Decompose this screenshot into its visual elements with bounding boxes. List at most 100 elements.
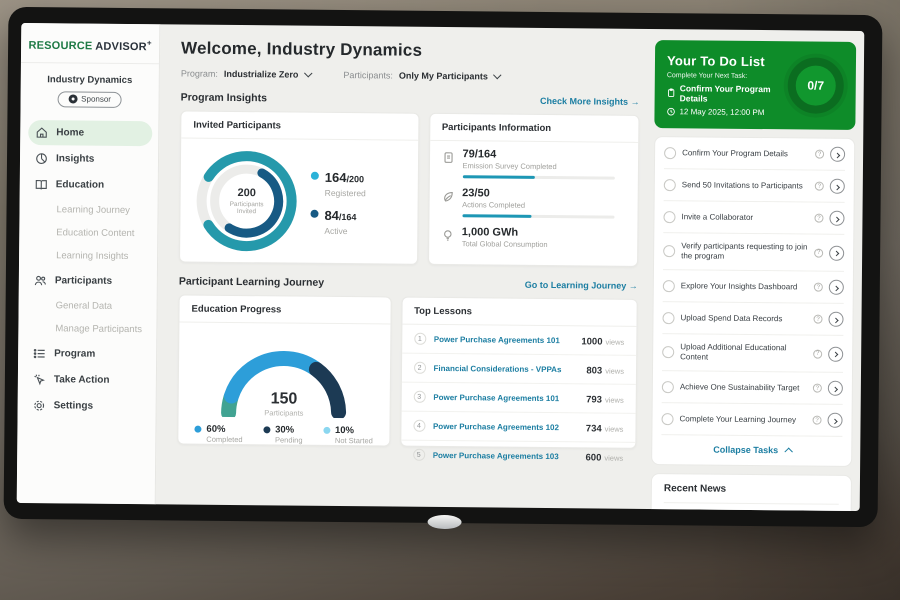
task-row-achieve-one-sustainability-target[interactable]: Achieve One Sustainability Target ? <box>661 371 844 405</box>
lesson-link[interactable]: Power Purchase Agreements 101 <box>433 334 560 345</box>
legend-item-completed: 60% Completed <box>194 423 243 444</box>
task-checkbox[interactable] <box>662 311 675 324</box>
lesson-link[interactable]: Power Purchase Agreements 102 <box>432 421 560 432</box>
sidebar-item-learning-insights[interactable]: Learning Insights <box>56 249 129 262</box>
stat-value: 1,000 GWh <box>461 226 519 239</box>
task-info-icon[interactable]: ? <box>814 248 824 258</box>
page-title: Welcome, Industry Dynamics <box>180 38 423 60</box>
filter-program: Program: Industrialize Zero <box>180 68 313 80</box>
todo-next-task: Confirm Your Program Details <box>679 82 771 104</box>
task-go-button[interactable] <box>828 279 844 295</box>
task-checkbox[interactable] <box>661 380 674 393</box>
task-row-confirm-your-program-details[interactable]: Confirm Your Program Details ? <box>663 137 846 171</box>
education-icon <box>35 178 48 191</box>
stat-total-global-consumption: 1,000 GWh Total Global Consumption <box>429 219 638 252</box>
dashboard-screen: RESOURCE ADVISOR+ Industry Dynamics Spon… <box>16 22 865 512</box>
task-go-button[interactable] <box>828 311 844 327</box>
filter-dropdown-only-my-participants[interactable]: Only My Participants <box>399 70 502 82</box>
task-info-icon[interactable]: ? <box>813 349 823 359</box>
task-row-send-50-invitations-to-participants[interactable]: Send 50 Invitations to Participants ? <box>663 169 845 203</box>
section-title-learning-journey: Participant Learning Journey <box>178 275 325 289</box>
sidebar-item-learning-journey[interactable]: Learning Journey <box>56 203 131 216</box>
todo-progress-value: 0/7 <box>807 78 825 93</box>
task-go-button[interactable] <box>829 178 845 194</box>
sidebar-item-manage-participants[interactable]: Manage Participants <box>55 322 143 335</box>
task-info-icon[interactable]: ? <box>815 149 825 159</box>
check-more-insights-link[interactable]: Check More Insights → <box>540 95 640 107</box>
collapse-tasks-link[interactable]: Collapse Tasks <box>661 435 842 466</box>
task-go-button[interactable] <box>829 210 845 226</box>
stats-list: 79/164 Emission Survey Completed 23/50 A… <box>429 141 639 252</box>
task-info-icon[interactable]: ? <box>812 415 822 425</box>
task-checkbox[interactable] <box>663 178 676 191</box>
task-row-complete-your-learning-journey[interactable]: Complete Your Learning Journey ? <box>661 403 843 437</box>
lesson-row: 2 Financial Considerations - VPPAs 803 vi… <box>401 353 637 385</box>
stat-progress-bar <box>461 214 615 219</box>
filter-dropdown-industrialize-zero[interactable]: Industrialize Zero <box>224 69 313 80</box>
sidebar-item-take-action[interactable]: Take Action <box>26 367 150 393</box>
sidebar-item-settings[interactable]: Settings <box>26 393 150 419</box>
chevron-right-icon <box>833 216 840 222</box>
sidebar-item-label: Insights <box>55 152 95 165</box>
task-checkbox[interactable] <box>662 279 675 292</box>
lesson-row: 5 Power Purchase Agreements 103 600 views <box>401 441 636 471</box>
lesson-link[interactable]: Financial Considerations - VPPAs <box>433 363 562 374</box>
legend-item-active: 84/164 Active <box>310 206 365 236</box>
task-info-icon[interactable]: ? <box>812 383 822 393</box>
task-info-icon[interactable]: ? <box>813 314 823 324</box>
task-row-upload-spend-data-records[interactable]: Upload Spend Data Records ? <box>662 302 844 336</box>
sidebar-item-program[interactable]: Program <box>26 341 150 367</box>
task-row-upload-additional-educational-content[interactable]: Upload Additional Educational Content ? <box>662 334 844 373</box>
task-checkbox[interactable] <box>662 346 675 359</box>
task-row-verify-participants-requesting-to-join-the-program[interactable]: Verify participants requesting to join t… <box>662 233 845 272</box>
todo-title: Your To Do List <box>666 52 765 69</box>
lesson-link[interactable]: Power Purchase Agreements 103 <box>432 450 559 461</box>
sidebar-item-participants[interactable]: Participants <box>27 268 151 294</box>
lesson-rank: 4 <box>412 419 426 432</box>
sidebar-item-general-data[interactable]: General Data <box>55 299 113 312</box>
task-go-button[interactable] <box>828 346 844 362</box>
program-icon <box>33 347 46 360</box>
lesson-views-value: 734 <box>585 423 602 435</box>
task-go-button[interactable] <box>829 245 845 261</box>
sponsor-badge[interactable]: Sponsor <box>57 90 122 108</box>
learning-cards-row: Education Progress 150 Participants 60% … <box>177 294 638 476</box>
legend-percent: 30% <box>275 424 295 436</box>
task-go-button[interactable] <box>827 380 843 396</box>
go-to-learning-journey-link[interactable]: Go to Learning Journey → <box>524 279 638 291</box>
task-label: Explore Your Insights Dashboard <box>680 280 798 291</box>
take-action-icon <box>33 373 46 386</box>
actions-icon <box>441 190 454 203</box>
stat-emission-survey-completed: 79/164 Emission Survey Completed <box>429 141 638 182</box>
lesson-rank: 1 <box>413 332 426 345</box>
lesson-link[interactable]: Power Purchase Agreements 101 <box>433 392 560 403</box>
chevron-down-icon <box>493 70 502 80</box>
legend-percent: 60% <box>206 423 226 435</box>
task-row-invite-a-collaborator[interactable]: Invite a Collaborator ? <box>663 201 845 235</box>
lessons-list: 1 Power Purchase Agreements 101 1000 view… <box>400 324 637 471</box>
filter-participants: Participants: Only My Participants <box>343 70 502 82</box>
task-checkbox[interactable] <box>663 210 676 223</box>
sidebar-item-education-content[interactable]: Education Content <box>56 226 135 239</box>
task-checkbox[interactable] <box>661 412 674 425</box>
task-info-icon[interactable]: ? <box>814 213 824 223</box>
task-info-icon[interactable]: ? <box>814 181 824 191</box>
todo-progress-ring: 0/7 <box>787 57 845 114</box>
filter-label: Program: <box>180 68 218 79</box>
sidebar-item-home[interactable]: Home <box>28 119 153 146</box>
task-go-button[interactable] <box>827 412 843 428</box>
task-info-icon[interactable]: ? <box>813 282 823 292</box>
sidebar-item-education[interactable]: Education <box>28 172 152 198</box>
task-row-explore-your-insights-dashboard[interactable]: Explore Your Insights Dashboard ? <box>662 270 844 304</box>
sidebar-item-insights[interactable]: Insights <box>28 146 152 172</box>
settings-icon <box>33 399 46 412</box>
task-checkbox[interactable] <box>664 146 677 159</box>
app-logo: RESOURCE ADVISOR+ <box>20 32 160 64</box>
chevron-right-icon <box>834 152 840 158</box>
lesson-views-value: 600 <box>585 452 602 464</box>
monitor-bezel: RESOURCE ADVISOR+ Industry Dynamics Spon… <box>3 6 883 530</box>
stat-value: 23/50 <box>462 187 490 200</box>
task-go-button[interactable] <box>830 146 846 162</box>
task-checkbox[interactable] <box>663 245 676 258</box>
